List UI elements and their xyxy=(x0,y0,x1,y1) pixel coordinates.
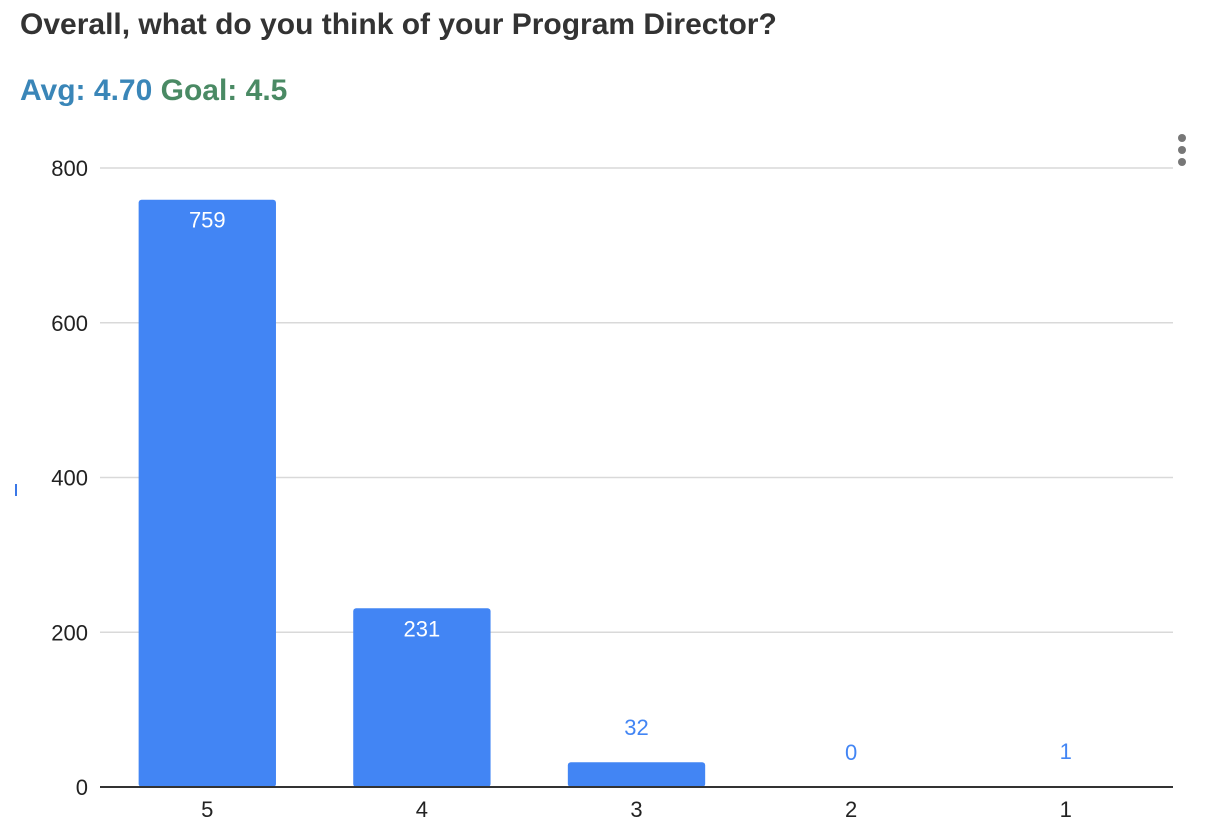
bar-4[interactable] xyxy=(353,608,491,787)
more-options-icon[interactable] xyxy=(1170,130,1194,170)
x-tick-label: 5 xyxy=(201,797,213,822)
stats-line: Avg: 4.70 Goal: 4.5 xyxy=(20,74,287,108)
data-label: 231 xyxy=(404,616,441,641)
bar-3[interactable] xyxy=(567,762,706,787)
y-tick-label: 800 xyxy=(51,156,88,181)
x-tick-label: 2 xyxy=(845,797,857,822)
data-label: 759 xyxy=(189,208,226,233)
x-tick-label: 1 xyxy=(1060,797,1072,822)
y-tick-label: 600 xyxy=(51,311,88,336)
edge-marker xyxy=(15,484,17,496)
data-label: 1 xyxy=(1060,739,1072,764)
avg-label: Avg: 4.70 xyxy=(20,74,153,107)
data-label: 0 xyxy=(845,740,857,765)
x-tick-label: 4 xyxy=(416,797,428,822)
chart-title: Overall, what do you think of your Progr… xyxy=(20,8,777,41)
y-tick-label: 200 xyxy=(51,620,88,645)
data-label: 32 xyxy=(624,715,648,740)
y-tick-label: 400 xyxy=(51,466,88,491)
y-tick-label: 0 xyxy=(76,775,88,800)
goal-label: Goal: 4.5 xyxy=(160,74,288,107)
bar-5[interactable] xyxy=(138,199,276,787)
x-tick-label: 3 xyxy=(630,797,642,822)
